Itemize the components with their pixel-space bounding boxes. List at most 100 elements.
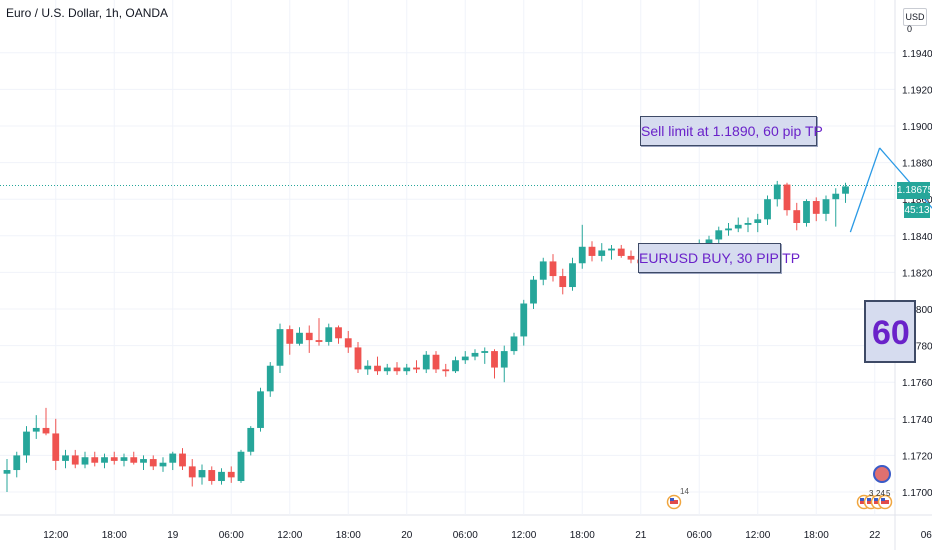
- candle-body: [42, 427, 50, 434]
- candle: [452, 356, 459, 374]
- event-bubble-icon: [873, 465, 891, 483]
- y-tick-label: 1.17400: [902, 415, 932, 426]
- candle: [764, 195, 771, 225]
- y-tick-label: 1.18800: [902, 159, 932, 170]
- candle-body: [383, 367, 391, 372]
- candle: [91, 451, 99, 467]
- candle-body: [452, 360, 459, 372]
- candle: [559, 268, 567, 295]
- candle-body: [744, 222, 752, 225]
- candle-body: [81, 457, 89, 465]
- y-tick-label: 1.17800: [902, 342, 932, 353]
- candle: [812, 197, 820, 222]
- candle-body: [422, 354, 430, 370]
- candle: [510, 332, 518, 355]
- candle: [549, 254, 557, 282]
- candle-body: [559, 276, 567, 288]
- candle-body: [608, 248, 615, 251]
- x-tick-label: 12:00: [43, 530, 68, 541]
- candle-body: [169, 453, 177, 463]
- candle: [140, 455, 147, 471]
- candle: [179, 448, 186, 471]
- candle: [608, 244, 615, 260]
- candle: [81, 451, 89, 469]
- candle: [364, 360, 372, 375]
- candle-body: [227, 471, 235, 478]
- trend-arrows[interactable]: [849, 147, 932, 271]
- candle: [842, 182, 849, 203]
- flag-canton: [874, 498, 878, 501]
- candle-body: [3, 470, 11, 474]
- candle-body: [491, 351, 498, 368]
- candle-body: [510, 336, 518, 352]
- candle-body: [23, 431, 30, 456]
- flag-canton: [860, 498, 864, 501]
- candle-body: [257, 391, 264, 428]
- candle: [374, 356, 381, 375]
- candle-body: [812, 201, 820, 214]
- candle: [822, 195, 830, 222]
- trend-arrow-line: [879, 147, 932, 209]
- candle-body: [578, 246, 586, 264]
- y-tick-label: 1.19000: [902, 122, 932, 133]
- candle: [461, 351, 469, 364]
- bar-countdown-badge: 45:13: [904, 203, 930, 218]
- candle-body: [130, 457, 138, 463]
- event-markers[interactable]: 14 3 24 5: [666, 465, 893, 510]
- x-tick-label: 18:00: [336, 530, 361, 541]
- candle-body: [91, 457, 99, 463]
- candle: [110, 451, 118, 465]
- candle: [832, 188, 840, 227]
- candle: [23, 426, 30, 463]
- y-axis-top-value: 0: [907, 24, 913, 34]
- sell-callout[interactable]: Sell limit at 1.1890, 60 pip TP: [640, 116, 823, 146]
- candle: [169, 451, 177, 471]
- chart-title: Euro / U.S. Dollar, 1h, OANDA: [6, 6, 169, 20]
- candle: [266, 362, 274, 397]
- candle-body: [344, 338, 352, 348]
- x-tick-label: 06:00: [687, 530, 712, 541]
- candle: [393, 362, 401, 375]
- candle: [803, 199, 810, 227]
- candle-body: [354, 347, 362, 370]
- y-tick-label: 1.17600: [902, 378, 932, 389]
- pip-target-box[interactable]: 60: [864, 300, 916, 363]
- candle: [500, 345, 508, 383]
- buy-callout[interactable]: EURUSD BUY, 30 PIP TP: [638, 243, 800, 273]
- y-axis-labels: 1.17000 1.17200 1.17400 1.17600 1.17800 1.180…: [902, 49, 932, 499]
- candle: [715, 226, 723, 244]
- candle: [276, 323, 284, 374]
- candle-body: [588, 246, 596, 256]
- flag-canton: [867, 498, 871, 501]
- candle: [481, 347, 489, 364]
- trend-arrow-line: [849, 147, 881, 233]
- candle-body: [140, 459, 147, 463]
- candle-body: [32, 427, 40, 432]
- candle-body: [832, 193, 840, 200]
- candle: [471, 349, 479, 361]
- x-axis-labels: 12:00 18:00 19 06:00 12:00 18:00 20 06:00 12:00 1…: [43, 530, 932, 541]
- candle-body: [432, 354, 440, 370]
- candle-body: [374, 365, 381, 372]
- candle: [754, 213, 762, 233]
- candle-body: [705, 239, 713, 244]
- candle-body: [218, 471, 225, 482]
- candle-body: [481, 351, 489, 353]
- currency-button[interactable]: USD: [903, 8, 927, 26]
- candle: [13, 451, 21, 478]
- candle: [793, 202, 801, 231]
- candle: [296, 327, 303, 346]
- candle-body: [725, 228, 732, 231]
- event-highlight: [873, 465, 891, 483]
- candle: [530, 276, 537, 309]
- event-flag: [877, 494, 893, 510]
- candle: [627, 250, 635, 264]
- y-tick-label: 1.18400: [902, 232, 932, 243]
- candle-body: [842, 186, 849, 194]
- candle-body: [62, 455, 69, 461]
- candle-body: [403, 367, 411, 372]
- candle-body: [208, 470, 216, 482]
- y-tick-label: 1.18000: [902, 305, 932, 316]
